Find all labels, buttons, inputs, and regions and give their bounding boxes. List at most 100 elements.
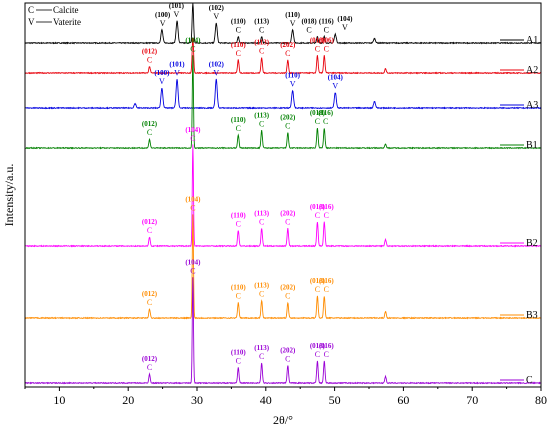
peak-phase-label: C xyxy=(236,124,241,133)
peak-hkl-label: (110) xyxy=(231,212,246,220)
peak-phase-label: C xyxy=(315,117,320,126)
peak-phase-label: C xyxy=(324,285,329,294)
peak-hkl-label: (113) xyxy=(254,344,269,352)
peak-phase-label: C xyxy=(315,350,320,359)
peak-phase-label: C xyxy=(147,363,152,372)
peak-phase-label: C xyxy=(236,49,241,58)
peak-phase-label: V xyxy=(159,77,165,86)
x-tick-label: 50 xyxy=(329,393,341,407)
peak-phase-label: C xyxy=(190,0,195,1)
x-axis: 10 20 30 40 50 60 70 80 xyxy=(24,387,547,407)
series-line-a3 xyxy=(24,78,542,110)
peak-annotations: (100)V(101)V(104)C(102)V(110)C(113)C(110… xyxy=(142,0,353,372)
peak-phase-label: C xyxy=(285,217,290,226)
peak-hkl-label: (113) xyxy=(254,17,269,25)
peak-hkl-label: (100) xyxy=(155,11,171,19)
peak-phase-label: C xyxy=(190,266,195,275)
peak-phase-label: C xyxy=(190,204,195,213)
key-letter-c: C xyxy=(28,5,34,15)
peak-hkl-label: (104) xyxy=(328,74,344,82)
peak-hkl-label: (018) xyxy=(310,277,326,285)
peak-hkl-label: (018) xyxy=(310,109,326,117)
peak-phase-label: C xyxy=(323,117,328,126)
legend-label-b2: B2 xyxy=(526,238,538,249)
peak-phase-label: C xyxy=(285,122,290,131)
peak-hkl-label: (104) xyxy=(337,15,353,23)
peak-hkl-label: (110) xyxy=(231,284,246,292)
peak-phase-label: V xyxy=(290,79,296,88)
peak-hkl-label: (202) xyxy=(280,346,296,354)
peak-phase-label: C xyxy=(324,44,329,53)
series-line-a1 xyxy=(24,3,542,45)
peak-phase-label: V xyxy=(213,68,219,77)
peak-hkl-label: (116) xyxy=(318,109,333,117)
peak-phase-label: C xyxy=(259,352,264,361)
peak-phase-label: C xyxy=(315,211,320,220)
legend-label-a1: A1 xyxy=(526,35,538,46)
peak-hkl-label: (202) xyxy=(280,114,296,122)
peak-hkl-label: (116) xyxy=(319,17,334,25)
series-legend: A1 A2 A3 B1 B2 B3 C xyxy=(500,35,538,386)
series-line-b1 xyxy=(24,55,542,150)
key-text-vaterite: Vaterite xyxy=(53,17,81,27)
peak-hkl-label: (101) xyxy=(169,2,185,10)
peak-phase-label: C xyxy=(190,45,195,54)
phase-key: C Calcite V Vaterite xyxy=(28,5,81,27)
legend-label-a3: A3 xyxy=(526,100,538,111)
peak-hkl-label: (113) xyxy=(254,111,269,119)
peak-phase-label: C xyxy=(259,119,264,128)
peak-phase-label: V xyxy=(213,12,219,21)
peak-hkl-label: (202) xyxy=(280,41,296,49)
peak-phase-label: C xyxy=(236,25,241,34)
peak-phase-label: C xyxy=(285,354,290,363)
legend-label-c: C xyxy=(526,375,533,386)
peak-hkl-label: (113) xyxy=(254,39,269,47)
peak-hkl-label: (018) xyxy=(310,36,326,44)
x-tick-label: 80 xyxy=(535,393,547,407)
peak-hkl-label: (018) xyxy=(302,17,318,25)
peak-hkl-label: (116) xyxy=(319,277,334,285)
x-tick-label: 70 xyxy=(466,393,478,407)
peak-hkl-label: (104) xyxy=(185,37,201,45)
peak-hkl-label: (012) xyxy=(142,120,158,128)
peak-hkl-label: (104) xyxy=(185,258,201,266)
peak-phase-label: C xyxy=(147,298,152,307)
peak-hkl-label: (012) xyxy=(142,290,158,298)
peak-hkl-label: (116) xyxy=(319,342,334,350)
x-axis-label: 2θ/° xyxy=(273,413,293,427)
peak-hkl-label: (012) xyxy=(142,47,158,55)
peak-phase-label: C xyxy=(259,289,264,298)
peak-phase-label: C xyxy=(285,292,290,301)
x-tick-label: 10 xyxy=(53,393,65,407)
legend-label-b1: B1 xyxy=(526,140,538,151)
peak-phase-label: C xyxy=(285,49,290,58)
legend-label-b3: B3 xyxy=(526,310,538,321)
peak-phase-label: C xyxy=(147,128,152,137)
peak-hkl-label: (202) xyxy=(280,284,296,292)
plot-frame xyxy=(24,2,542,388)
x-tick-label: 60 xyxy=(397,393,409,407)
series-line-c xyxy=(24,277,542,385)
peak-hkl-label: (101) xyxy=(169,60,185,68)
series-traces xyxy=(24,3,542,385)
peak-phase-label: C xyxy=(324,25,329,34)
peak-hkl-label: (100) xyxy=(154,69,170,77)
x-tick-label: 20 xyxy=(122,393,134,407)
peak-phase-label: V xyxy=(174,10,180,19)
peak-phase-label: V xyxy=(332,82,338,91)
peak-hkl-label: (110) xyxy=(231,41,246,49)
peak-hkl-label: (018) xyxy=(310,342,326,350)
peak-hkl-label: (110) xyxy=(285,11,300,19)
peak-phase-label: C xyxy=(259,25,264,34)
peak-phase-label: C xyxy=(147,226,152,235)
y-axis-label: Intensity/a.u. xyxy=(2,164,16,227)
peak-phase-label: C xyxy=(236,292,241,301)
key-text-calcite: Calcite xyxy=(53,5,79,15)
peak-phase-label: C xyxy=(190,134,195,143)
peak-hkl-label: (106) xyxy=(319,36,335,44)
peak-hkl-label: (012) xyxy=(142,218,158,226)
peak-hkl-label: (110) xyxy=(285,71,300,79)
peak-hkl-label: (102) xyxy=(209,4,225,12)
